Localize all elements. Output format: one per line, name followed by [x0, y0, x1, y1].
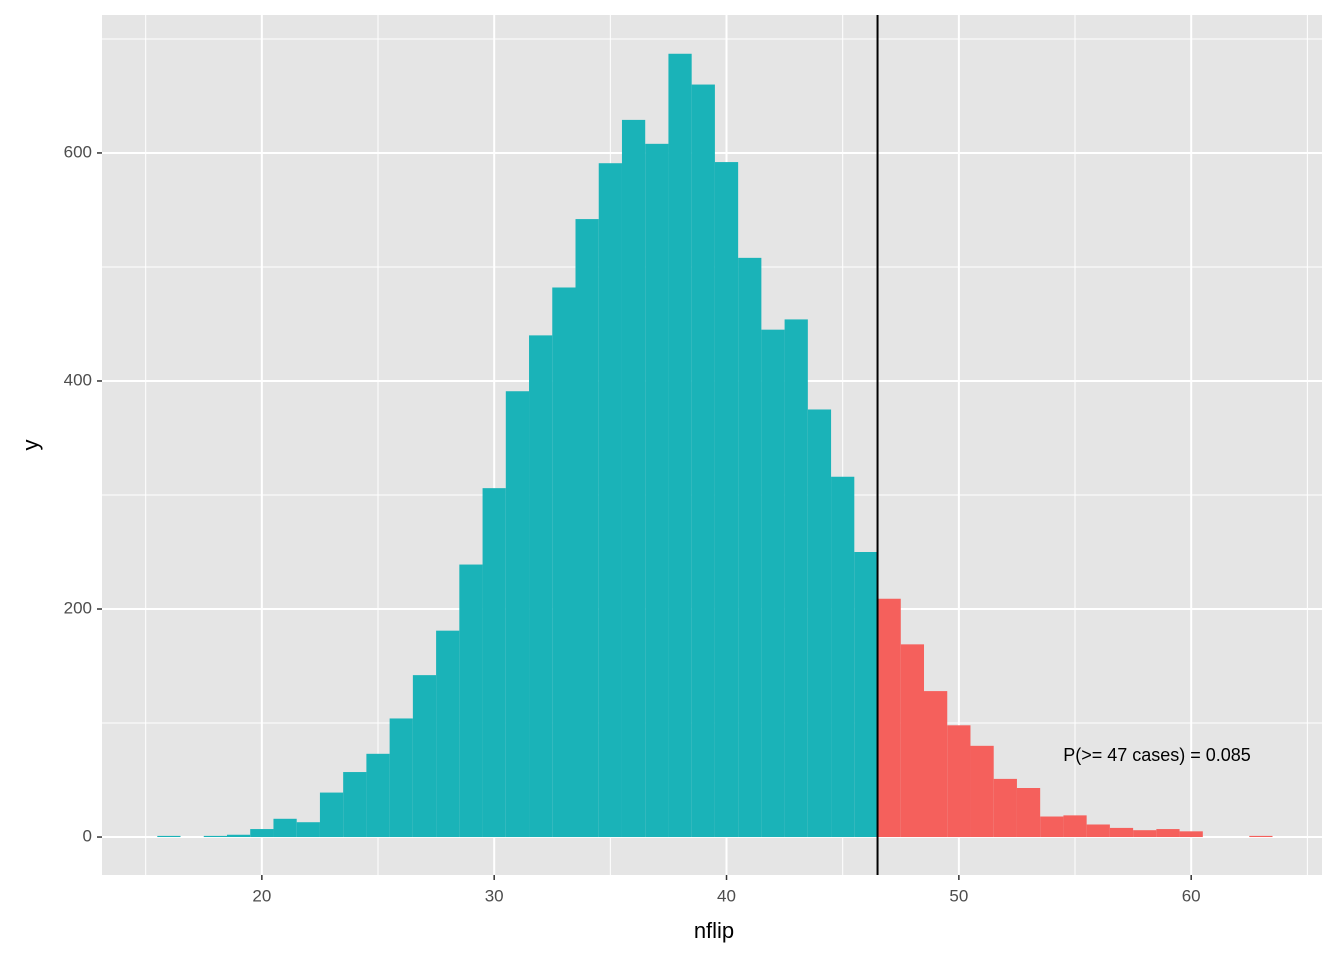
bar [273, 818, 297, 838]
bar [1016, 788, 1041, 838]
x-tick-label: 60 [1182, 886, 1201, 905]
bar [389, 718, 413, 838]
bar [436, 630, 460, 838]
bar [505, 391, 530, 838]
x-tick-label: 30 [485, 886, 504, 905]
bar [412, 675, 437, 838]
bar [993, 778, 1017, 838]
bar [250, 829, 274, 838]
y-tick-label: 400 [64, 370, 92, 389]
bar [900, 644, 925, 838]
bar [877, 598, 901, 838]
bar [714, 162, 739, 838]
bar [924, 691, 948, 838]
bar [296, 822, 320, 838]
bar [482, 488, 506, 838]
bar [575, 219, 599, 838]
bar [784, 319, 808, 838]
y-tick-label: 0 [83, 827, 92, 846]
bar [947, 725, 971, 838]
bar [621, 119, 646, 838]
bar [459, 564, 483, 838]
x-tick-label: 20 [252, 886, 271, 905]
x-axis-label: nflip [694, 918, 734, 943]
bar [1133, 830, 1157, 838]
bar [854, 552, 878, 838]
bar [203, 835, 227, 838]
bar [1109, 827, 1134, 838]
bar [738, 257, 762, 838]
bar [157, 835, 181, 838]
x-tick-label: 40 [717, 886, 736, 905]
bar [1063, 815, 1087, 838]
bar [598, 163, 622, 838]
bar [1086, 824, 1110, 838]
bar [552, 287, 576, 838]
bar [970, 745, 994, 838]
annotation: P(>= 47 cases) = 0.085 [1063, 745, 1251, 765]
bar [1156, 829, 1180, 838]
bar [691, 84, 715, 838]
x-tick-label: 50 [949, 886, 968, 905]
bar [668, 53, 692, 838]
y-axis-label: y [18, 440, 43, 451]
y-tick-label: 600 [64, 142, 92, 161]
bar [529, 335, 553, 838]
bar [807, 409, 832, 838]
bar [319, 792, 344, 838]
bar [226, 834, 251, 838]
bar [343, 772, 367, 838]
bar [1040, 816, 1064, 838]
bar [1249, 835, 1273, 838]
bar [645, 143, 669, 838]
bar [1179, 831, 1203, 838]
bar [761, 329, 785, 838]
y-tick-label: 200 [64, 598, 92, 617]
bar [366, 753, 390, 838]
bar [831, 476, 855, 838]
